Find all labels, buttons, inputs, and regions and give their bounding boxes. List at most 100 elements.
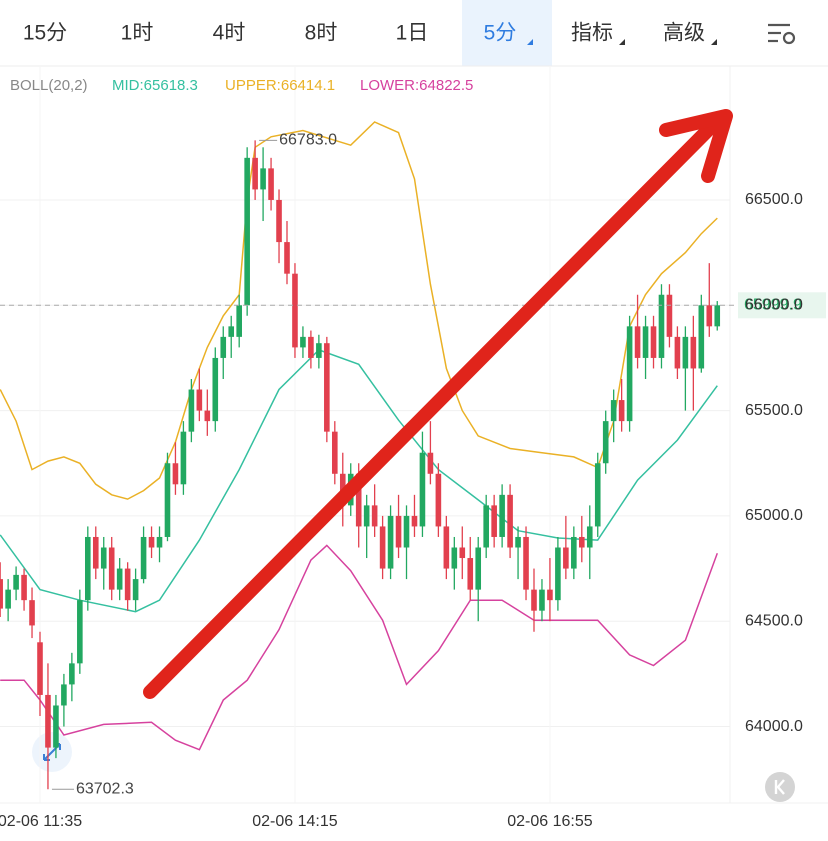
- candle-body: [61, 684, 67, 706]
- candle-body: [515, 536, 521, 548]
- candle-body: [332, 431, 338, 474]
- candle-body: [371, 505, 378, 527]
- tab-label[interactable]: 高级: [663, 22, 705, 45]
- candle-body: [212, 357, 219, 422]
- tab-label[interactable]: 4时: [213, 22, 246, 45]
- candle-body: [403, 515, 410, 548]
- candle-body: [77, 600, 83, 664]
- boll-line: [0, 544, 719, 751]
- candle-body: [714, 305, 721, 327]
- candle-body: [379, 526, 386, 569]
- plot: 65999.9: [0, 66, 826, 803]
- candle-body: [13, 574, 19, 590]
- candle-body: [682, 336, 689, 369]
- candle-body: [53, 705, 59, 748]
- candle-body: [634, 326, 641, 358]
- candle-body: [475, 547, 482, 590]
- dropdown-triangle: [711, 39, 717, 45]
- legend-entry: LOWER:64822.5: [360, 77, 473, 94]
- candle-body: [37, 642, 43, 695]
- candle-body: [5, 589, 11, 609]
- candle-body: [45, 694, 51, 748]
- candle-body: [244, 157, 250, 306]
- x-tick-label: 02-06 14:15: [252, 813, 338, 830]
- tab-label[interactable]: 5分: [484, 22, 517, 45]
- y-tick-label: 65000.0: [745, 507, 803, 524]
- candle-body: [252, 157, 258, 190]
- candle-body: [132, 579, 139, 601]
- candle-body: [236, 305, 242, 337]
- candle-body: [69, 663, 75, 685]
- candle-body: [507, 494, 513, 548]
- annotation: 63702.3: [76, 780, 134, 797]
- y-tick-label: 64500.0: [745, 612, 803, 629]
- candle-body: [284, 242, 290, 274]
- candle-body: [547, 589, 553, 601]
- k-icon: [774, 779, 785, 795]
- candle-body: [228, 326, 235, 337]
- button-bg: [765, 772, 795, 802]
- candle-body: [276, 199, 282, 243]
- indicator-label: BOLL(20,2): [10, 77, 88, 94]
- tab-label[interactable]: 指标: [571, 22, 613, 45]
- y-tick-label: 65500.0: [745, 402, 803, 419]
- candle-body: [459, 547, 466, 559]
- candle-body: [172, 463, 179, 485]
- candle-body: [116, 568, 123, 590]
- candle-body: [156, 536, 163, 548]
- candle-body: [427, 452, 434, 474]
- candle-body: [324, 343, 330, 432]
- candle-body: [642, 326, 649, 358]
- annotation: 66783.0: [279, 132, 337, 149]
- candle-body: [451, 547, 458, 569]
- tab-label[interactable]: 1日: [396, 22, 429, 45]
- candle-body: [196, 389, 203, 411]
- dropdown-triangle: [619, 39, 625, 45]
- candle-body: [706, 305, 713, 327]
- candle-body: [658, 294, 665, 358]
- candle-body: [594, 463, 601, 527]
- arrow-shaft: [143, 113, 725, 699]
- last-price-label: 65999.9: [744, 297, 802, 314]
- expand-button[interactable]: [32, 732, 72, 772]
- candle-body: [92, 536, 99, 569]
- legend-entry: MID:65618.3: [112, 77, 198, 94]
- expand-icon: [43, 743, 61, 761]
- candle-body: [164, 463, 171, 537]
- x-tick-label: 02-06 16:55: [507, 813, 593, 830]
- settings-icon[interactable]: [768, 23, 796, 45]
- red-arrow: [143, 109, 733, 699]
- candle-body: [220, 336, 227, 358]
- candle-body: [300, 336, 306, 348]
- candle-body: [124, 568, 131, 601]
- candle-body: [108, 547, 115, 590]
- tab-label[interactable]: 1时: [121, 22, 154, 45]
- candle-body: [395, 515, 402, 548]
- y-tick-label: 66500.0: [745, 191, 803, 208]
- candle-body: [292, 273, 298, 348]
- candle-body: [148, 536, 155, 548]
- candle-body: [690, 336, 697, 369]
- candle-body: [650, 326, 657, 358]
- candle-body: [85, 536, 91, 601]
- candle-body: [100, 547, 107, 569]
- candle-body: [204, 410, 211, 422]
- candle-body: [674, 336, 681, 369]
- last-price-box: [738, 292, 826, 319]
- candle-body: [387, 515, 394, 569]
- candle-body: [29, 600, 35, 626]
- candle-body: [610, 400, 617, 422]
- candle-body: [555, 547, 561, 601]
- candle-body: [188, 389, 195, 432]
- candle-body: [180, 431, 187, 485]
- k-button[interactable]: [765, 772, 795, 802]
- candle-body: [618, 400, 625, 422]
- candle-body: [626, 326, 633, 422]
- candle-body: [140, 536, 147, 580]
- candle-body: [499, 494, 505, 537]
- dropdown-triangle: [527, 39, 533, 45]
- tab-label[interactable]: 15分: [23, 22, 67, 45]
- candle-body: [586, 526, 593, 548]
- tab-label[interactable]: 8时: [305, 22, 338, 45]
